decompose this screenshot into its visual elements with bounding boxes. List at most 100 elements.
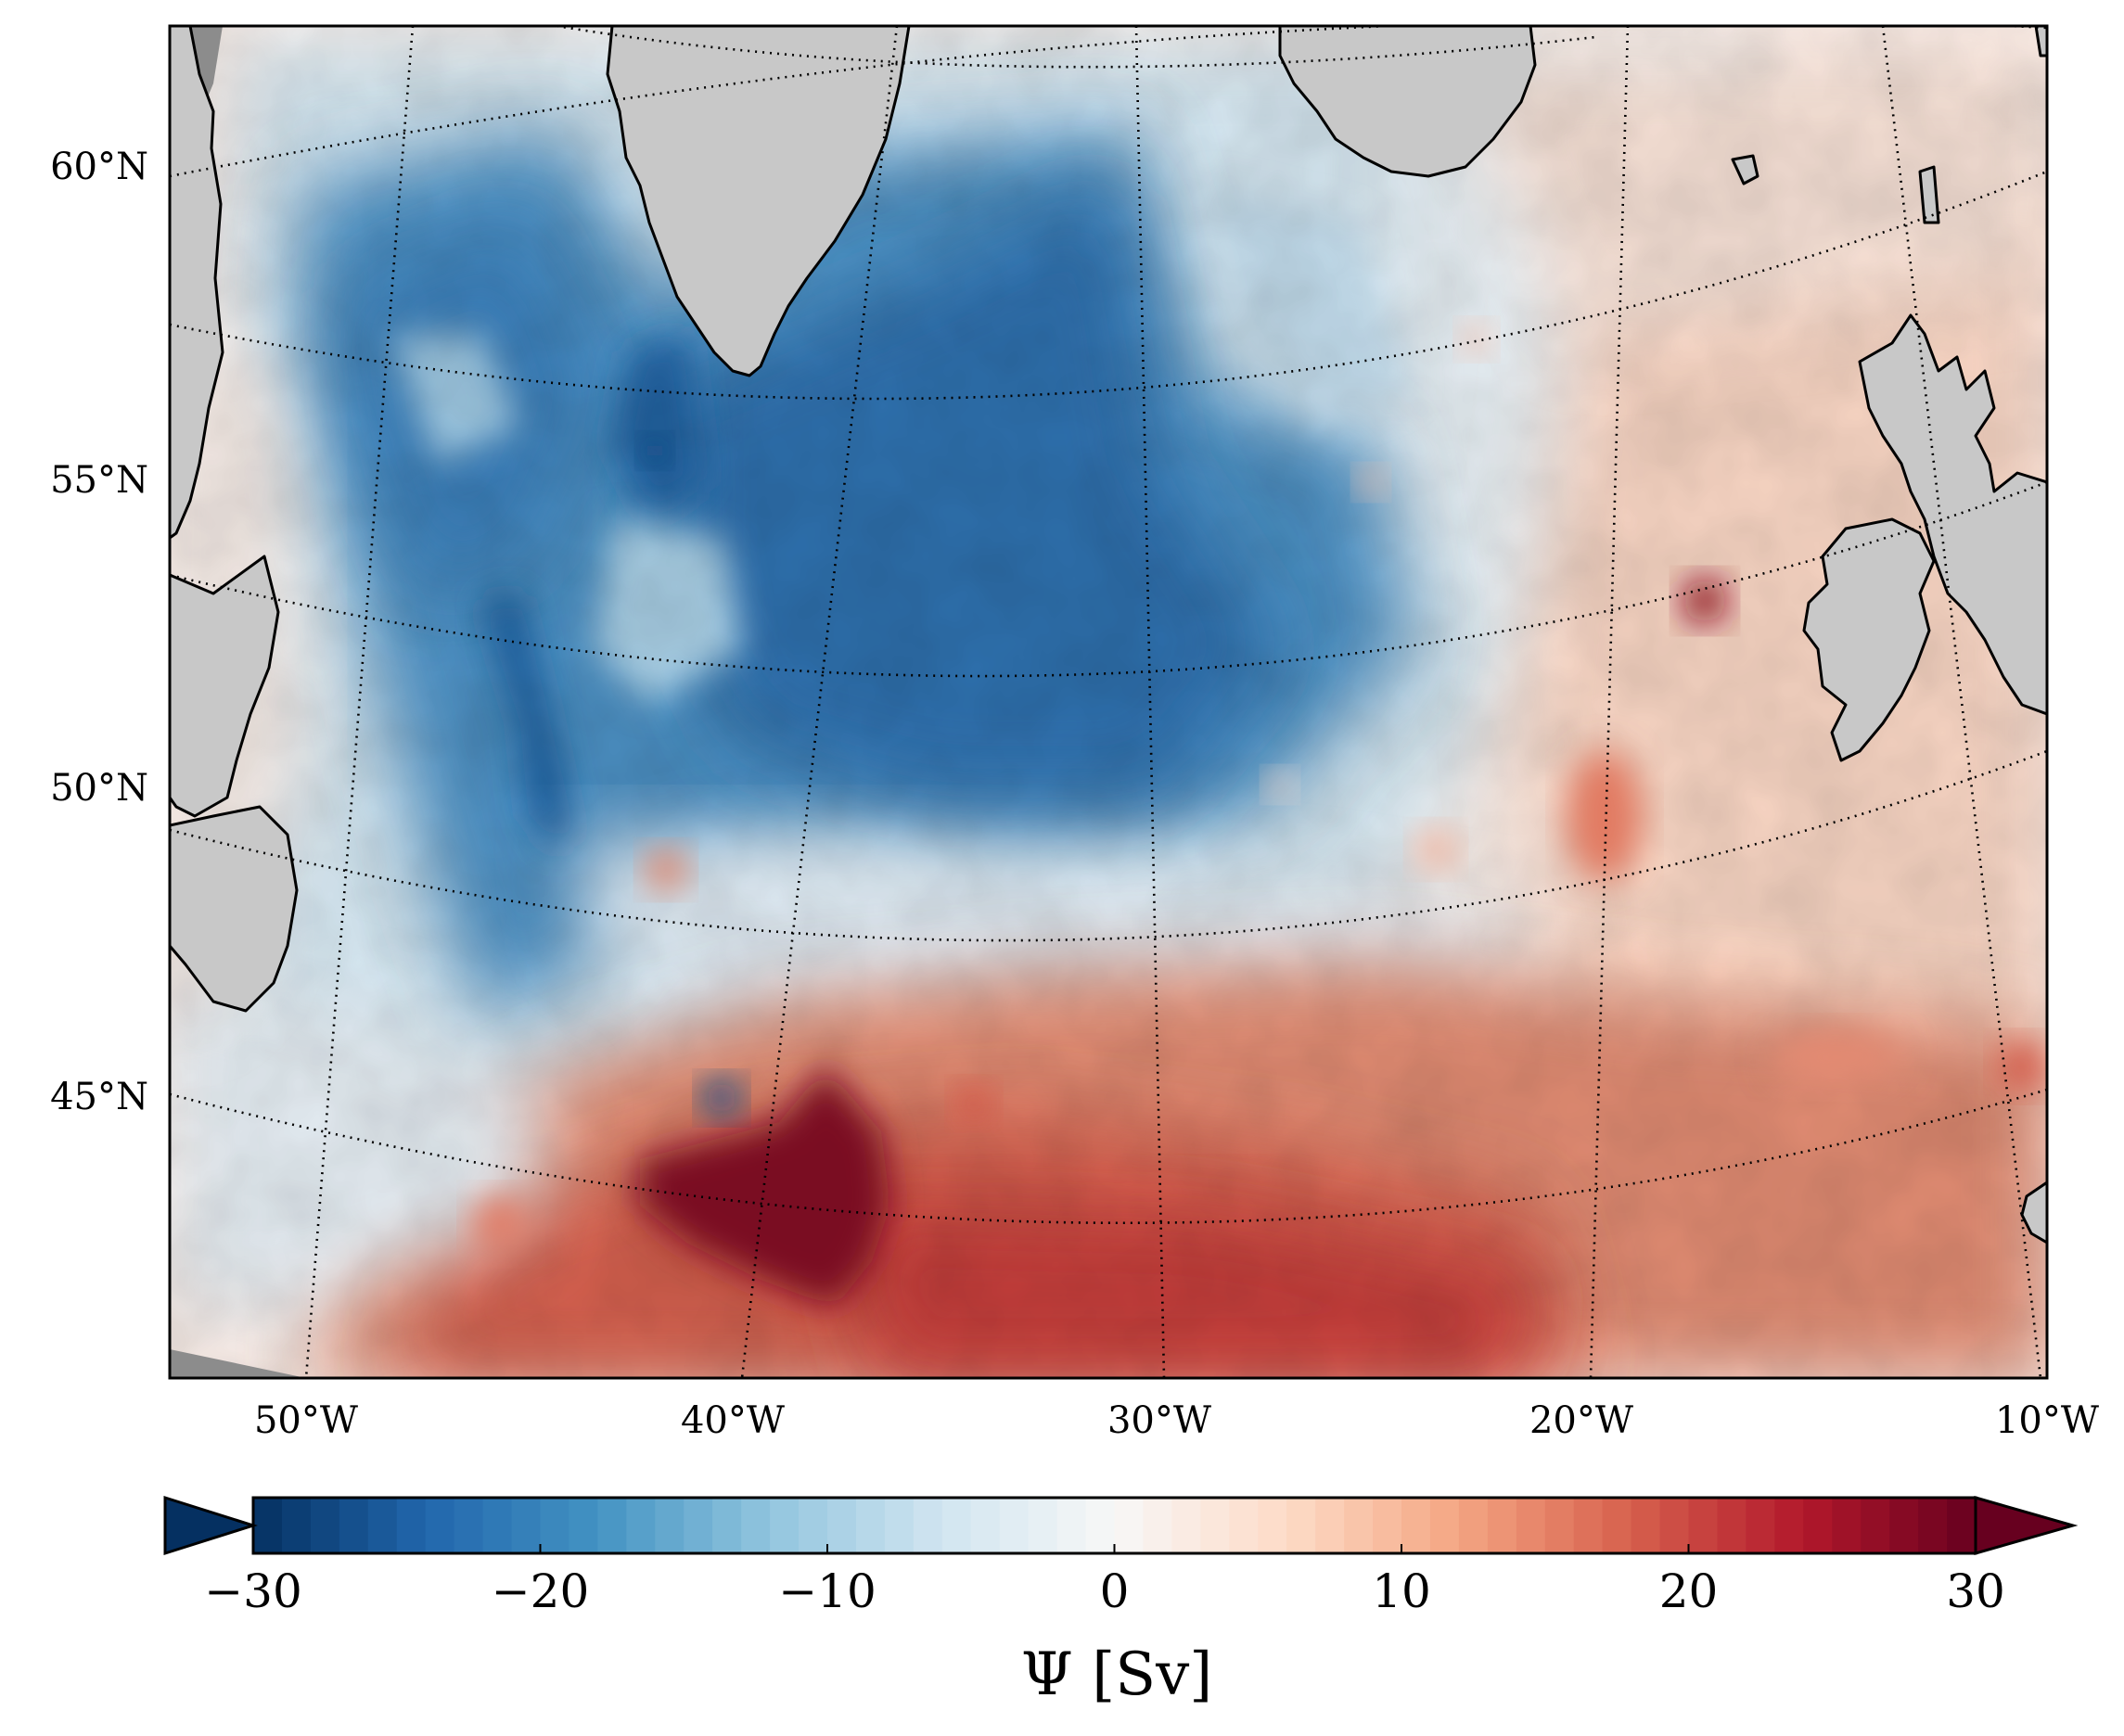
colorbar-cell	[1918, 1498, 1948, 1553]
map-frame	[168, 24, 2049, 1380]
colorbar-tick-label: −20	[492, 1564, 590, 1618]
colorbar-cell	[1947, 1498, 1977, 1553]
colorbar-cell	[396, 1498, 427, 1553]
colorbar-cell	[655, 1498, 685, 1553]
colorbar-cell	[1573, 1498, 1604, 1553]
lat-label-50n: 50°N	[50, 767, 148, 810]
labrador-coast-landmass	[170, 26, 224, 540]
colorbar-cell	[1200, 1498, 1230, 1553]
colorbar-tick-label: 10	[1372, 1564, 1431, 1618]
colorbar-cell	[454, 1498, 484, 1553]
lon-label-40w: 40°W	[681, 1399, 785, 1442]
colorbar-tick-label: 30	[1946, 1564, 2005, 1618]
colorbar-extend-max	[1974, 1496, 2079, 1555]
iceland-landmass	[1278, 26, 1537, 178]
colorbar-cell	[1286, 1498, 1316, 1553]
colorbar-cell	[1229, 1498, 1259, 1553]
colorbar-cell	[1544, 1498, 1575, 1553]
colorbar-cell	[1401, 1498, 1431, 1553]
labrador-current-edge	[703, 1079, 740, 1117]
faroe-islands-landmass	[1731, 154, 1759, 185]
colorbar-cell	[425, 1498, 455, 1553]
colorbar-cells	[253, 1498, 1977, 1553]
colorbar-ticks: −30 −20 −10 0 10 20 30	[204, 1544, 2005, 1618]
colorbar-cell	[855, 1498, 886, 1553]
colorbar-cell	[253, 1498, 283, 1553]
colorbar-cell	[1487, 1498, 1517, 1553]
colorbar-cell	[1085, 1498, 1116, 1553]
colorbar: −30 −20 −10 0 10 20 30 Ψ [Sv]	[163, 1495, 2079, 1709]
colorbar-cell	[1258, 1498, 1287, 1553]
iberia-corner-landmass	[2020, 1181, 2047, 1245]
colorbar-cell	[770, 1498, 800, 1553]
british-isles-landmass	[1858, 313, 2047, 716]
colorbar-cell	[1602, 1498, 1632, 1553]
colorbar-cell	[1143, 1498, 1172, 1553]
latitude-labels: 60°N 55°N 50°N 45°N	[50, 146, 148, 1118]
colorbar-cell	[1373, 1498, 1402, 1553]
colorbar-cell	[1315, 1498, 1345, 1553]
parallel-47n	[170, 749, 2047, 942]
ireland-landmass	[1802, 517, 1936, 762]
colorbar-cell	[1717, 1498, 1747, 1553]
lat-label-45n: 45°N	[50, 1076, 148, 1118]
colorbar-tick-label: −10	[778, 1564, 876, 1618]
newfoundland-landmass	[170, 805, 299, 1013]
colorbar-cell	[741, 1498, 771, 1553]
colorbar-cell	[1889, 1498, 1919, 1553]
colorbar-cell	[1171, 1498, 1201, 1553]
colorbar-cell	[827, 1498, 857, 1553]
colorbar-cell	[482, 1498, 513, 1553]
colorbar-cell	[1832, 1498, 1862, 1553]
colorbar-cell	[799, 1498, 828, 1553]
rockall-eddy	[1683, 579, 1727, 623]
colorbar-cell	[999, 1498, 1030, 1553]
colorbar-cell	[712, 1498, 742, 1553]
colorbar-cell	[1631, 1498, 1661, 1553]
colorbar-cell	[281, 1498, 312, 1553]
colorbar-tick-label: 0	[1100, 1564, 1130, 1618]
colorbar-cell	[597, 1498, 627, 1553]
lon-label-20w: 20°W	[1529, 1399, 1633, 1442]
colorbar-tick-label: −30	[204, 1564, 302, 1618]
colorbar-cell	[339, 1498, 369, 1553]
map-panel	[170, 26, 2047, 1378]
subtropical-gyre-core	[640, 1066, 890, 1308]
colorbar-cell	[913, 1498, 943, 1553]
colorbar-cell	[569, 1498, 598, 1553]
colorbar-cell	[1659, 1498, 1690, 1553]
lat-label-55n: 55°N	[50, 459, 148, 502]
greenland-landmass	[606, 26, 911, 377]
colorbar-cell	[310, 1498, 340, 1553]
no-data-corner	[170, 1349, 306, 1378]
colorbar-cell	[1861, 1498, 1890, 1553]
colorbar-cell	[1688, 1498, 1719, 1553]
colorbar-cell	[941, 1498, 972, 1553]
colorbar-cell	[1803, 1498, 1833, 1553]
colorbar-cell	[1516, 1498, 1546, 1553]
colorbar-cell	[884, 1498, 915, 1553]
meridian-30w	[1134, 26, 1166, 1378]
colorbar-cell	[1458, 1498, 1489, 1553]
parallel-50n	[170, 480, 2047, 678]
colorbar-cell	[367, 1498, 398, 1553]
colorbar-cell	[540, 1498, 570, 1553]
graticule	[170, 26, 2047, 1378]
colorbar-extend-min	[163, 1495, 258, 1556]
colorbar-label: Ψ [Sv]	[1021, 1640, 1212, 1709]
colorbar-cell	[1056, 1498, 1087, 1553]
colorbar-cell	[1028, 1498, 1058, 1553]
colorbar-cell	[1429, 1498, 1460, 1553]
colorbar-cell	[626, 1498, 656, 1553]
newfoundland-landmass	[170, 555, 280, 818]
colorbar-cell	[1746, 1498, 1775, 1553]
lon-label-50w: 50°W	[254, 1399, 358, 1442]
meridian-20w	[1589, 26, 1630, 1378]
colorbar-cell	[1114, 1498, 1145, 1553]
colorbar-cell	[1774, 1498, 1804, 1553]
lat-label-60n: 60°N	[50, 146, 148, 188]
lon-label-30w: 30°W	[1107, 1399, 1211, 1442]
colorbar-cell	[684, 1498, 713, 1553]
colorbar-cell	[1344, 1498, 1374, 1553]
